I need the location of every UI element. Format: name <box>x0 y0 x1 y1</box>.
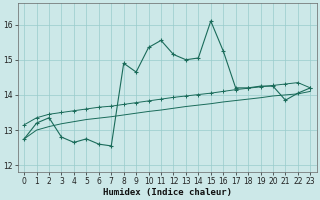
X-axis label: Humidex (Indice chaleur): Humidex (Indice chaleur) <box>103 188 232 197</box>
